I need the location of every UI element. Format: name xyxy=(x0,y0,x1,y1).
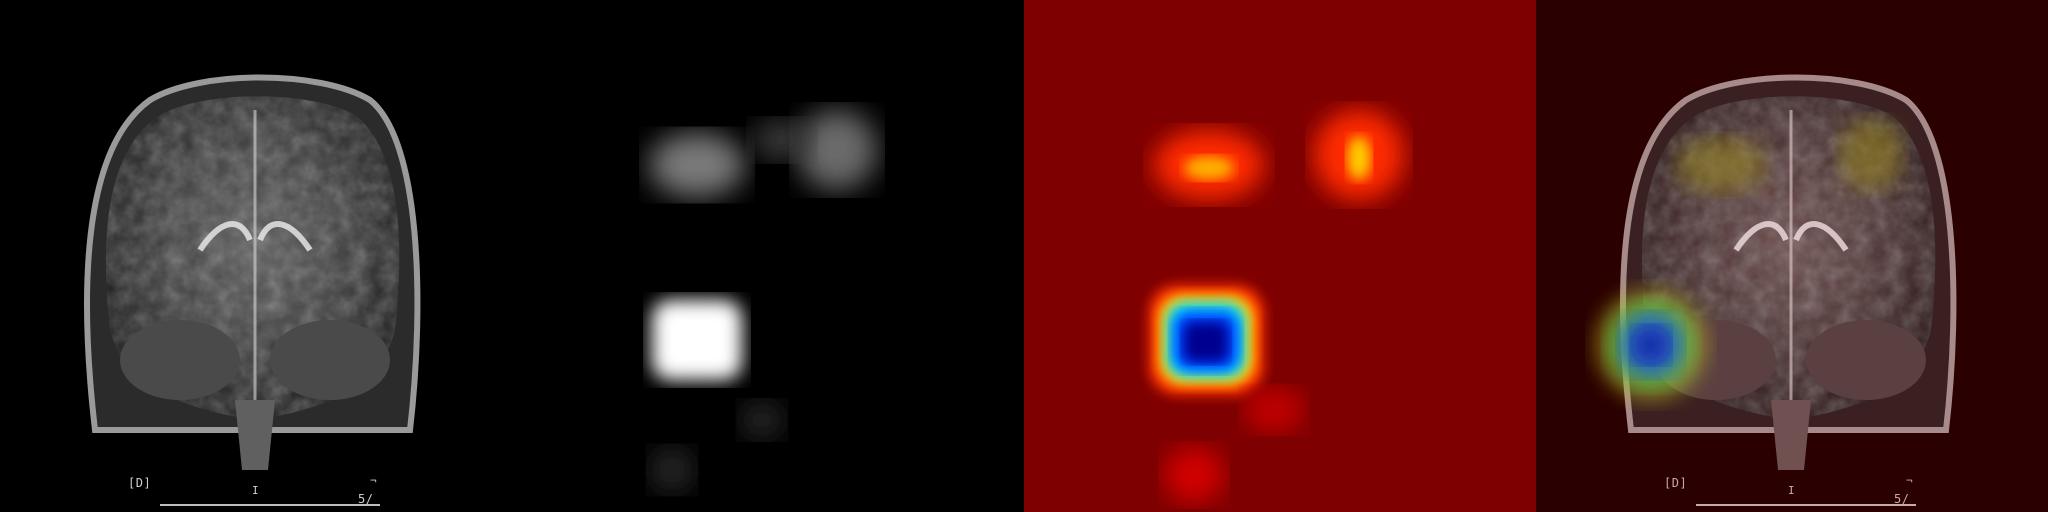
overlay-panel: [D] I 5/ ¬ xyxy=(1536,0,2048,512)
overlay-image xyxy=(1536,0,2048,512)
saliency-map xyxy=(512,0,1024,512)
corner-marker: ¬ xyxy=(370,474,377,487)
slice-number-label: 5/ xyxy=(358,492,374,506)
overlay-corner-marker: ¬ xyxy=(1906,474,1913,487)
overlay-slice-marker: I xyxy=(1788,484,1795,497)
heatmap-panel xyxy=(1024,0,1536,512)
saliency-panel xyxy=(512,0,1024,512)
orientation-label: [D] xyxy=(128,476,152,490)
overlay-orientation-label: [D] xyxy=(1664,476,1688,490)
overlay-slice-number-label: 5/ xyxy=(1894,492,1910,506)
slice-marker: I xyxy=(252,484,259,497)
mri-brain-scan xyxy=(0,0,512,512)
heatmap xyxy=(1024,0,1536,512)
mri-panel: [D] I 5/ ¬ xyxy=(0,0,512,512)
